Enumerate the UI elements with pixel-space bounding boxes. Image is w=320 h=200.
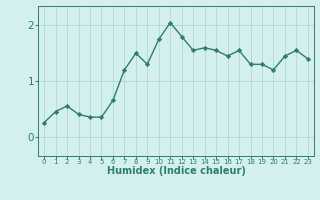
X-axis label: Humidex (Indice chaleur): Humidex (Indice chaleur)	[107, 166, 245, 176]
